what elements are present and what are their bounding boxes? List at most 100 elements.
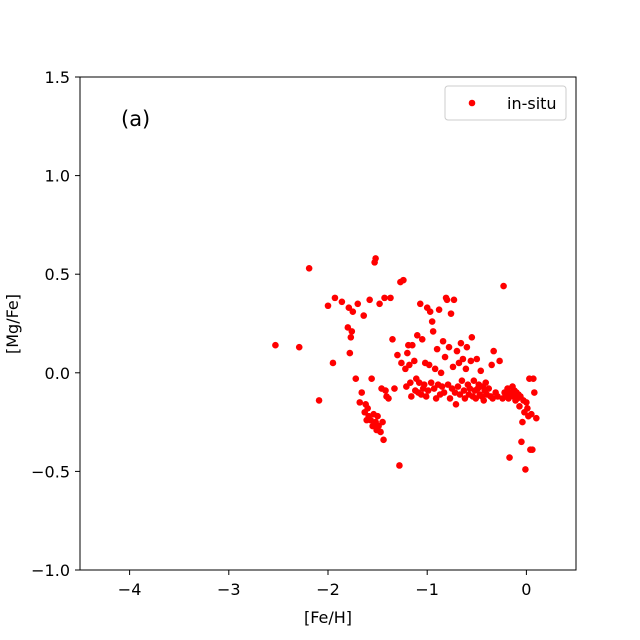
data-point bbox=[441, 353, 449, 361]
data-point bbox=[437, 369, 445, 377]
x-tick-label: −1 bbox=[415, 580, 439, 599]
data-point bbox=[468, 334, 476, 341]
x-tick-label: −2 bbox=[316, 580, 340, 599]
data-point bbox=[433, 345, 441, 353]
plot-frame bbox=[79, 76, 577, 571]
x-tick-label: −3 bbox=[217, 580, 241, 599]
y-tick-label: 1.5 bbox=[45, 68, 70, 87]
data-point bbox=[348, 328, 356, 335]
data-point bbox=[477, 367, 485, 375]
data-point bbox=[329, 359, 337, 367]
data-point bbox=[352, 375, 360, 383]
data-point bbox=[404, 349, 411, 357]
data-point bbox=[523, 399, 530, 406]
data-point bbox=[347, 334, 355, 341]
x-axis-label: [Fe/H] bbox=[304, 608, 352, 627]
data-point bbox=[529, 446, 536, 454]
data-point bbox=[463, 343, 471, 351]
data-point bbox=[382, 387, 389, 394]
data-point bbox=[438, 383, 446, 390]
data-point bbox=[488, 361, 495, 369]
data-point bbox=[519, 418, 526, 426]
data-point bbox=[376, 300, 383, 308]
data-point bbox=[413, 332, 421, 339]
data-point bbox=[518, 438, 525, 446]
data-point bbox=[324, 302, 332, 310]
data-point bbox=[356, 399, 364, 406]
data-point bbox=[406, 361, 413, 369]
data-point bbox=[440, 389, 448, 396]
data-point bbox=[528, 410, 535, 418]
data-point bbox=[272, 341, 279, 349]
data-point bbox=[389, 335, 396, 343]
data-point bbox=[496, 357, 503, 365]
data-point bbox=[482, 379, 490, 386]
data-point bbox=[531, 389, 538, 396]
data-point bbox=[426, 308, 434, 315]
data-point bbox=[377, 428, 384, 436]
y-tick-label: −0.5 bbox=[31, 462, 70, 481]
data-point bbox=[428, 318, 436, 325]
data-point bbox=[346, 349, 354, 357]
legend-marker bbox=[468, 99, 476, 107]
data-point bbox=[374, 412, 381, 420]
data-point bbox=[367, 416, 374, 424]
data-point bbox=[530, 375, 537, 383]
data-point bbox=[462, 365, 470, 373]
data-point bbox=[338, 298, 346, 306]
data-point bbox=[451, 389, 459, 396]
data-point bbox=[533, 414, 540, 422]
data-point bbox=[331, 294, 339, 302]
data-point bbox=[429, 328, 437, 335]
data-point bbox=[407, 379, 414, 386]
data-point bbox=[354, 300, 362, 308]
data-point bbox=[368, 375, 375, 383]
data-point bbox=[416, 300, 424, 308]
legend-box bbox=[444, 85, 567, 121]
data-point bbox=[445, 343, 453, 351]
data-point bbox=[418, 335, 426, 343]
data-point bbox=[431, 365, 439, 373]
data-point bbox=[506, 454, 513, 461]
data-point bbox=[473, 355, 481, 363]
data-point bbox=[480, 397, 488, 404]
data-point bbox=[460, 387, 468, 394]
data-points bbox=[272, 255, 540, 473]
data-point bbox=[453, 347, 461, 355]
data-point bbox=[315, 397, 323, 404]
data-point bbox=[417, 391, 425, 398]
data-point bbox=[400, 276, 407, 284]
data-point bbox=[457, 339, 465, 347]
data-point bbox=[385, 395, 392, 402]
data-point bbox=[422, 393, 430, 400]
y-tick-label: 0.0 bbox=[45, 364, 70, 383]
data-point bbox=[450, 296, 458, 304]
data-point bbox=[379, 418, 386, 426]
data-point bbox=[391, 385, 398, 392]
data-point bbox=[360, 312, 368, 319]
legend: in-situ bbox=[444, 85, 567, 121]
data-point bbox=[305, 264, 313, 272]
y-tick-label: 1.0 bbox=[45, 167, 70, 186]
data-point bbox=[295, 343, 303, 351]
data-point bbox=[522, 466, 529, 473]
data-point bbox=[420, 381, 428, 388]
data-point bbox=[490, 347, 497, 355]
data-point bbox=[396, 462, 403, 469]
data-point bbox=[398, 359, 405, 367]
data-point bbox=[349, 308, 357, 315]
data-point bbox=[387, 294, 394, 302]
data-point bbox=[447, 310, 455, 317]
data-point bbox=[425, 361, 433, 369]
y-axis-label: [Mg/Fe] bbox=[3, 294, 22, 354]
data-point bbox=[364, 404, 371, 412]
data-point bbox=[427, 379, 435, 386]
x-tick-label: 0 bbox=[521, 580, 531, 599]
data-point bbox=[424, 387, 432, 394]
data-point bbox=[458, 377, 466, 384]
data-point bbox=[449, 363, 457, 371]
y-tick-label: 0.5 bbox=[45, 265, 70, 284]
data-point bbox=[358, 389, 366, 396]
data-point bbox=[485, 385, 493, 392]
